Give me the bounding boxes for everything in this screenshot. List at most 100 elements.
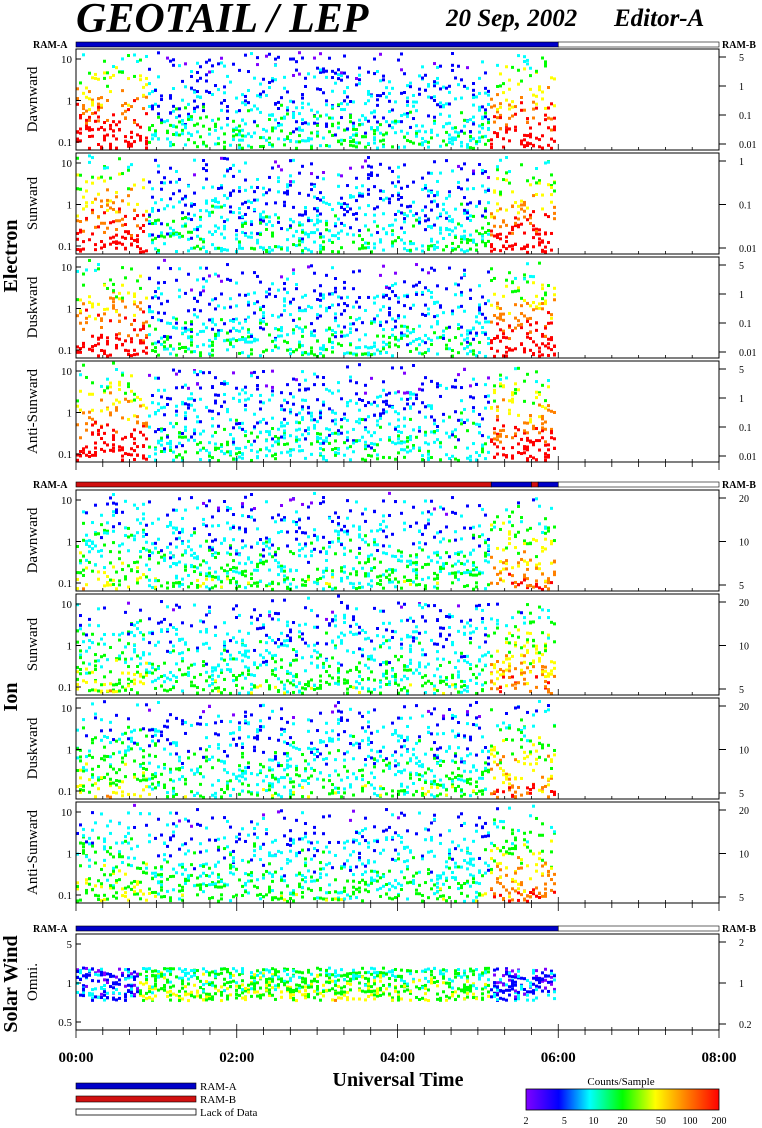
electron-sunward-cell [373,185,376,189]
electron-dawnward-cell [196,130,199,134]
electron-duskward-cell [130,354,133,358]
ion-dawnward-cell [349,572,352,576]
electron-anti-sunward-cell [298,411,301,415]
electron-anti-sunward-cell [190,397,193,401]
electron-dawnward-cell [178,64,181,68]
ion-dawnward-cell [133,503,136,507]
electron-anti-sunward-cell [481,447,484,451]
ion-dawnward-cell [97,532,100,536]
ion-dawnward-cell [337,515,340,519]
electron-duskward-cell [193,308,196,312]
electron-sunward-cell [454,234,457,238]
electron-duskward-cell [442,334,445,338]
electron-duskward-cell [88,314,91,318]
electron-dawnward-cell [88,108,91,112]
electron-dawnward-cell [319,144,322,148]
ion-dawnward-cell [532,537,535,541]
electron-duskward-cell [406,329,409,333]
ion-dawnward-cell [136,581,139,585]
electron-anti-sunward-cell [472,421,475,425]
electron-sunward-cell [223,236,226,240]
electron-anti-sunward-cell [145,437,148,441]
electron-anti-sunward-cell [292,448,295,452]
electron-duskward-cell [148,305,151,309]
electron-duskward-cell [181,331,184,335]
electron-duskward-cell [184,291,187,295]
ion-dawnward-cell [184,508,187,512]
ion-dawnward-cell [226,551,229,555]
electron-sunward-cell [289,174,292,178]
ion-dawnward-cell [316,578,319,582]
ion-dawnward-cell [370,529,373,533]
electron-duskward-cell [160,292,163,296]
ion-sunward-cell [76,677,79,681]
electron-duskward-cell [130,340,133,344]
electron-sunward-cell [82,247,85,251]
electron-anti-sunward-cell [349,379,352,383]
electron-sunward-cell [349,194,352,198]
ion-dawnward-cell [124,534,127,538]
electron-dawnward-cell [472,96,475,100]
ion-dawnward-cell [208,548,211,552]
ion-dawnward-cell [394,577,397,581]
electron-sunward-cell [223,194,226,198]
electron-dawnward-cell [529,132,532,136]
electron-sunward-cell [517,204,520,208]
electron-anti-sunward-cell [220,404,223,408]
electron-dawnward-cell [136,59,139,63]
electron-sunward-cell [76,214,79,218]
electron-sunward-cell [436,240,439,244]
electron-dawnward-cell [283,138,286,142]
electron-anti-sunward-cell [181,458,184,462]
ion-dawnward-cell [82,587,85,591]
electron-dawnward-cell [406,112,409,116]
electron-sunward-cell [451,248,454,252]
electron-duskward-cell [502,332,505,336]
ion-dawnward-cell [211,553,214,557]
electron-dawnward-cell [193,123,196,127]
electron-anti-sunward-cell [256,387,259,391]
electron-duskward-cell [181,345,184,349]
electron-duskward-cell [211,298,214,302]
electron-dawnward-cell [205,144,208,148]
ion-sunward-cell [82,679,85,683]
electron-anti-sunward-cell [100,409,103,413]
electron-sunward-cell [433,247,436,251]
electron-sunward-cell [373,242,376,246]
electron-duskward-cell [229,278,232,282]
electron-sunward-cell [259,232,262,236]
electron-sunward-cell [271,234,274,238]
electron-duskward-cell [220,328,223,332]
electron-dawnward-cell [379,94,382,98]
electron-sunward-cell [178,177,181,181]
ion-dawnward-cell [298,542,301,546]
electron-duskward-cell [466,340,469,344]
ion-dawnward-cell [400,559,403,563]
electron-anti-sunward-cell [226,410,229,414]
electron-sunward-cell [538,232,541,236]
electron-sunward-cell [304,212,307,216]
electron-duskward-cell [85,321,88,325]
electron-dawnward-cell [526,62,529,66]
electron-sunward-cell [160,222,163,226]
electron-anti-sunward-cell [274,440,277,444]
electron-dawnward-cell [181,122,184,126]
electron-anti-sunward-cell [358,439,361,443]
electron-anti-sunward-cell [421,388,424,392]
electron-sunward-cell [103,230,106,234]
ion-dawnward-cell [523,542,526,546]
electron-dawnward-cell [499,105,502,109]
electron-sunward-cell [268,188,271,192]
electron-anti-sunward-cell [148,454,151,458]
electron-sunward-cell [496,233,499,237]
electron-sunward-cell [544,161,547,165]
electron-dawnward-cell [532,107,535,111]
ion-dawnward-cell [523,576,526,580]
electron-anti-sunward-cell [466,418,469,422]
electron-duskward-cell [196,332,199,336]
electron-dawnward-cell [403,112,406,116]
ion-dawnward-cell [127,535,130,539]
electron-duskward-cell [451,312,454,316]
electron-dawnward-cell [145,76,148,80]
electron-sunward-cell [292,220,295,224]
